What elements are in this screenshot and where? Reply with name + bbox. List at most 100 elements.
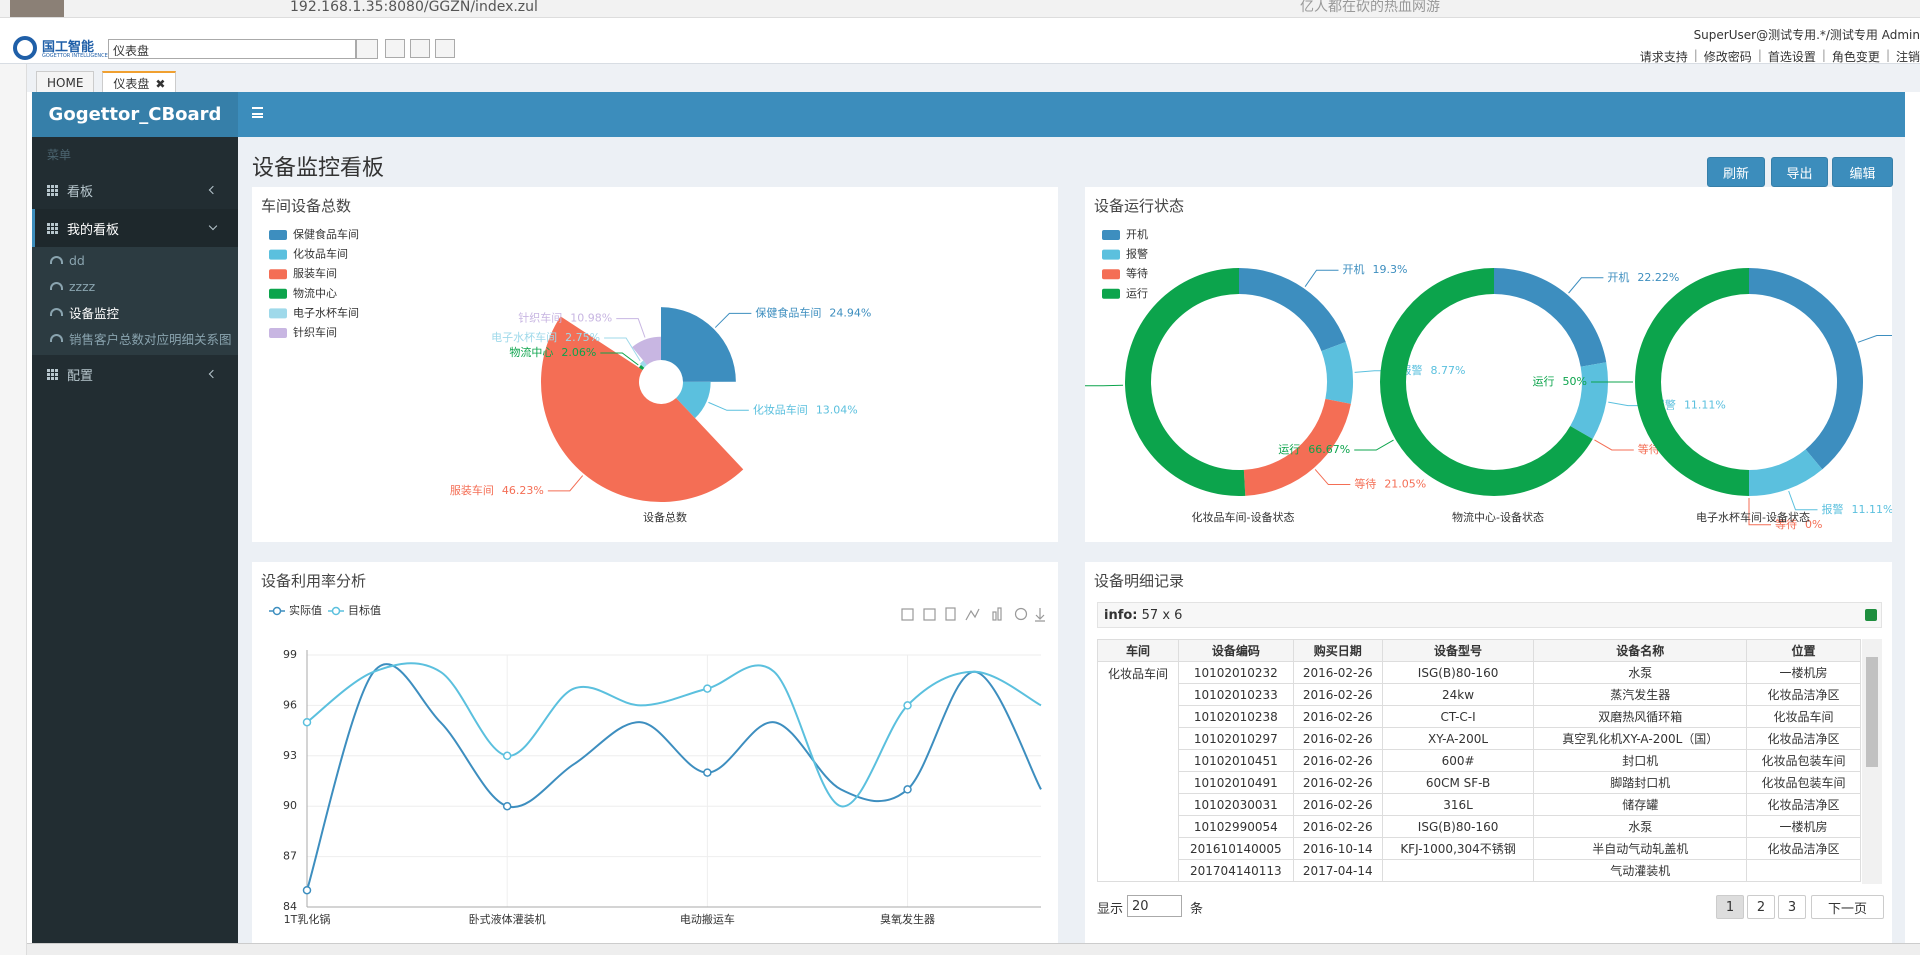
pie-slice xyxy=(661,307,736,382)
column-header: 车间 xyxy=(1097,639,1179,662)
slice-name: 服装车间 xyxy=(450,483,494,497)
column-header: 设备名称 xyxy=(1533,639,1748,662)
tab-close[interactable]: ✖ xyxy=(155,76,166,91)
menu-toggle[interactable] xyxy=(252,107,263,118)
next-button[interactable]: 下一页 xyxy=(1811,895,1884,919)
url[interactable]: 192.168.1.35:8080/GGZN/index.zul xyxy=(290,0,538,15)
page-button[interactable]: 2 xyxy=(1747,895,1775,919)
menu-heading: 菜单 xyxy=(47,147,72,162)
column-header: 设备型号 xyxy=(1381,639,1535,662)
browser-search[interactable]: 亿人都在砍的热血网游 xyxy=(1300,0,1440,15)
page-button[interactable]: 1 xyxy=(1716,895,1744,919)
page-title: 设备监控看板 xyxy=(252,156,385,181)
logo-sub: GOGETTOR INTELLIGENCE xyxy=(42,53,108,59)
pie-slice xyxy=(676,381,711,419)
tool-button[interactable] xyxy=(435,39,455,58)
chevron xyxy=(208,221,218,231)
panel-title: 设备明细记录 xyxy=(1094,572,1185,590)
menu-item[interactable]: 看板 xyxy=(32,171,238,209)
h-scrollbar[interactable] xyxy=(27,943,1920,955)
search-input[interactable]: 仪表盘 xyxy=(108,39,356,59)
table-row[interactable]: 201704140113 2017-04-14 气动灌装机 xyxy=(1098,859,1861,882)
slice-value: 21.05% xyxy=(1384,478,1426,491)
table-cell: 2017-04-14 xyxy=(1292,859,1383,882)
menu-icon xyxy=(47,368,58,380)
point-marker xyxy=(703,768,712,777)
table-row[interactable]: 10102010238 2016-02-26 CT-C-I 双磨热风循环箱 化妆品车间 xyxy=(1098,705,1861,728)
export-button[interactable]: 导出 xyxy=(1771,157,1828,187)
slice-label: 开机 22.22% xyxy=(1607,270,1679,284)
header-link[interactable]: 请求支持 xyxy=(1639,50,1688,64)
leader-line xyxy=(547,475,584,492)
tool-button[interactable] xyxy=(410,39,430,58)
table-row[interactable]: 化妆品车间 10102010232 2016-02-26 ISG(B)80-160 水泵… xyxy=(1097,661,1861,882)
panel-title: 设备利用率分析 xyxy=(261,572,367,590)
search-button[interactable] xyxy=(356,39,378,59)
tool-button[interactable] xyxy=(385,39,405,58)
submenu-item[interactable]: 销售客户总数对应明细关系图 xyxy=(32,325,238,351)
chart-toolbar[interactable] xyxy=(901,607,1045,622)
slice-label: 等待 0% xyxy=(1775,517,1822,531)
table-body: 化妆品车间 10102010232 2016-02-26 ISG(B)80-160 水泵… xyxy=(1097,661,1861,882)
header-link[interactable]: 修改密码 xyxy=(1703,50,1752,64)
table-row[interactable]: 201610140005 2016-10-14 KFJ-1000,304不锈钢 半自动… xyxy=(1098,837,1861,860)
tab[interactable]: 仪表盘 ✖ xyxy=(102,71,177,94)
menu-item[interactable]: 我的看板 xyxy=(32,209,238,247)
slice-value: 13.04% xyxy=(816,403,858,416)
submenu-item[interactable]: dd xyxy=(32,247,238,273)
table-row[interactable]: 10102010451 2016-02-26 600# 封口机 化妆品包装车间 xyxy=(1098,749,1861,772)
submenu-label: dd xyxy=(69,252,85,268)
column-header: 购买日期 xyxy=(1292,639,1383,662)
legend-swatch xyxy=(269,308,287,319)
chevron xyxy=(208,369,218,379)
slice-label: 针织车间 10.98% xyxy=(518,311,612,325)
table-row[interactable]: 10102030031 2016-02-26 316L 储存罐 化妆品洁净区 xyxy=(1098,793,1861,816)
slice-name: 等待 xyxy=(1775,517,1797,531)
tab-label: HOME xyxy=(47,75,84,90)
column-header: 位置 xyxy=(1746,639,1861,662)
table-row[interactable]: 10102010297 2016-02-26 XY-A-200L 真空乳化机XY-A-… xyxy=(1098,727,1861,750)
tab[interactable]: HOME xyxy=(36,71,95,93)
page-button[interactable]: 3 xyxy=(1778,895,1806,919)
table-row[interactable]: 10102990054 2016-02-26 ISG(B)80-160 水泵 一楼机房 xyxy=(1098,815,1861,838)
page-size-select[interactable]: 20 xyxy=(1127,895,1182,917)
refresh-button[interactable]: 刷新 xyxy=(1707,157,1765,187)
slice-value: 11.11% xyxy=(1852,503,1892,516)
slice-label: 电子水杯车间 2.75% xyxy=(491,330,600,344)
point-marker xyxy=(703,684,712,693)
submenu-label: zzzz xyxy=(69,278,96,294)
menu-item[interactable]: 配置 xyxy=(32,355,238,393)
table-cell: 2016-02-26 xyxy=(1292,815,1383,838)
submenu-item[interactable]: 设备监控 xyxy=(32,299,238,325)
legend-label: 运行 xyxy=(1126,287,1148,300)
header-link[interactable]: 角色变更 xyxy=(1831,50,1880,64)
panel: 设备明细记录 info: 57 x 6 车间 设备编码 购买日期 设备型号 设备名称 位置… xyxy=(1085,562,1892,943)
legend-label: 保健食品车间 xyxy=(293,227,359,241)
export-excel[interactable] xyxy=(1865,609,1877,621)
table-cell: CT-C-I xyxy=(1381,705,1535,728)
table-cell: 2016-02-26 xyxy=(1292,705,1383,728)
table-cell: 10102030031 xyxy=(1177,793,1294,816)
scrollbar[interactable] xyxy=(1862,639,1882,884)
submenu-item[interactable]: zzzz xyxy=(32,273,238,299)
header-link[interactable]: 注销 xyxy=(1895,50,1920,64)
table-cell: 化妆品车间 xyxy=(1746,705,1861,728)
y-tick-label: 96 xyxy=(283,698,297,711)
legend-swatch xyxy=(1102,269,1120,280)
submenu-icon xyxy=(50,308,63,316)
table-row[interactable]: 10102010233 2016-02-26 24kw 蒸汽发生器 化妆品洁净区 xyxy=(1098,683,1861,706)
chart-caption: 设备总数 xyxy=(643,510,687,524)
header-link[interactable]: 首选设置 xyxy=(1767,50,1816,64)
legend-swatch xyxy=(269,230,287,240)
legend-label: 报警 xyxy=(1126,247,1148,261)
edit-button[interactable]: 编辑 xyxy=(1832,157,1893,187)
app-topbar xyxy=(32,92,1905,137)
slice-value: 66.67% xyxy=(1308,443,1350,456)
table-cell: 水泵 xyxy=(1533,815,1748,838)
legend-swatch xyxy=(269,269,287,280)
legend-marker xyxy=(331,606,341,616)
table-row[interactable]: 10102010491 2016-02-26 60CM SF-B 脚踏封口机 化妆品包装… xyxy=(1098,771,1861,794)
page-size-label: 显示 xyxy=(1097,902,1124,917)
user-info: SuperUser@测试专用.*/测试专用 Admin xyxy=(1693,28,1920,42)
table-cell: 化妆品车间 xyxy=(1097,661,1179,882)
